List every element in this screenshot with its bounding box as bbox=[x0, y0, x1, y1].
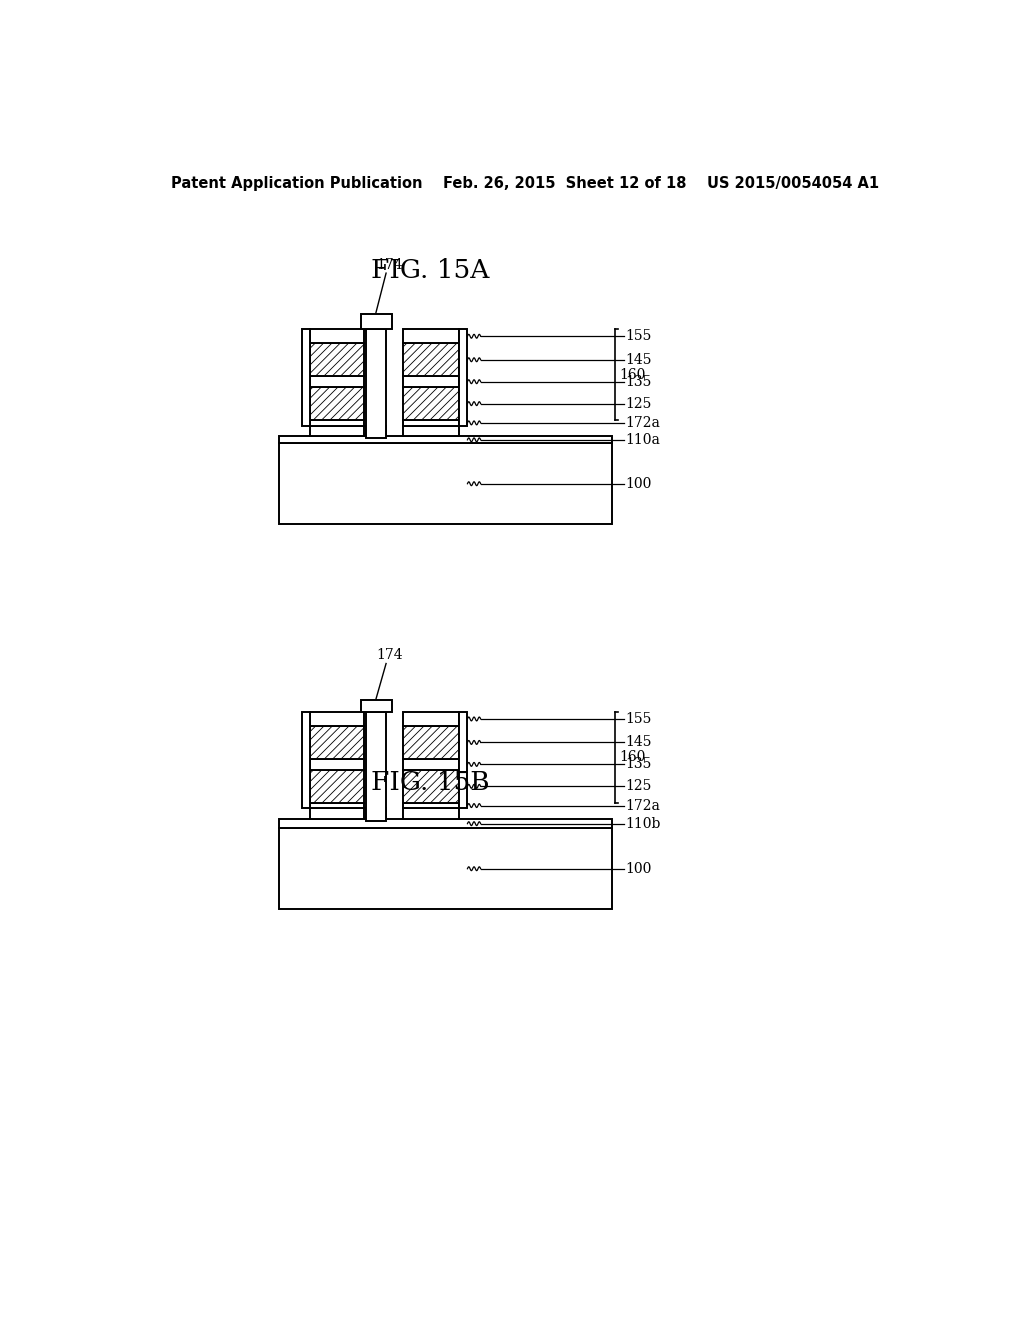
Bar bbox=[310, 759, 365, 770]
Text: 145: 145 bbox=[626, 352, 652, 367]
Bar bbox=[360, 701, 391, 711]
Bar bbox=[360, 314, 391, 330]
Text: 125: 125 bbox=[626, 779, 652, 793]
Text: 135: 135 bbox=[626, 758, 652, 771]
Bar bbox=[310, 770, 365, 803]
Text: 174: 174 bbox=[377, 648, 403, 663]
Bar bbox=[403, 808, 459, 818]
Text: 110a: 110a bbox=[626, 433, 660, 447]
Bar bbox=[459, 330, 467, 425]
Bar bbox=[403, 726, 459, 759]
Bar bbox=[310, 343, 365, 376]
Bar bbox=[403, 420, 459, 425]
Text: Patent Application Publication    Feb. 26, 2015  Sheet 12 of 18    US 2015/00540: Patent Application Publication Feb. 26, … bbox=[171, 176, 879, 190]
Bar bbox=[366, 808, 386, 818]
Bar bbox=[310, 803, 365, 808]
Bar bbox=[310, 387, 365, 420]
Text: 172a: 172a bbox=[626, 416, 660, 430]
Bar bbox=[302, 711, 310, 808]
Bar bbox=[403, 387, 459, 420]
Bar bbox=[310, 711, 365, 726]
Text: 100: 100 bbox=[626, 477, 652, 491]
Bar bbox=[310, 330, 365, 343]
Bar bbox=[403, 711, 459, 726]
Bar bbox=[366, 330, 386, 438]
Bar bbox=[366, 425, 386, 437]
Bar bbox=[310, 808, 365, 818]
Bar bbox=[459, 711, 467, 808]
Bar bbox=[403, 330, 459, 343]
Text: 155: 155 bbox=[626, 711, 652, 726]
Bar bbox=[280, 444, 612, 524]
Bar bbox=[280, 818, 612, 829]
Text: 125: 125 bbox=[626, 396, 652, 411]
Bar bbox=[310, 420, 365, 425]
Bar bbox=[403, 759, 459, 770]
Bar bbox=[310, 376, 365, 387]
Text: 160: 160 bbox=[620, 751, 646, 764]
Bar bbox=[403, 425, 459, 437]
Text: 145: 145 bbox=[626, 735, 652, 750]
Bar bbox=[310, 726, 365, 759]
Text: 155: 155 bbox=[626, 329, 652, 343]
Bar bbox=[302, 330, 310, 425]
Bar bbox=[310, 425, 365, 437]
Bar bbox=[403, 803, 459, 808]
Bar bbox=[280, 437, 612, 444]
Text: 174: 174 bbox=[377, 257, 403, 272]
Bar bbox=[403, 343, 459, 376]
Text: 100: 100 bbox=[626, 862, 652, 875]
Text: 172a: 172a bbox=[626, 799, 660, 813]
Text: 160: 160 bbox=[620, 368, 646, 381]
Bar bbox=[403, 770, 459, 803]
Bar bbox=[403, 376, 459, 387]
Bar bbox=[366, 711, 386, 821]
Text: 135: 135 bbox=[626, 375, 652, 388]
Text: 110b: 110b bbox=[626, 817, 660, 830]
Text: FIG. 15A: FIG. 15A bbox=[371, 257, 489, 282]
Bar bbox=[280, 829, 612, 909]
Text: FIG. 15B: FIG. 15B bbox=[371, 770, 489, 795]
